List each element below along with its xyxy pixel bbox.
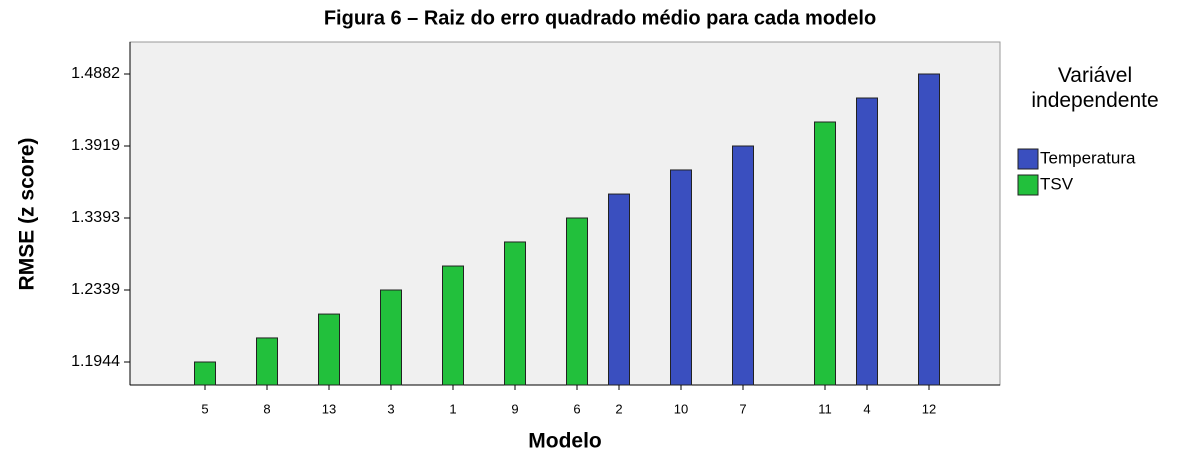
legend-title-line: independente <box>1031 89 1158 112</box>
plot-area <box>129 41 1001 386</box>
y-tick-label: 1.1944 <box>71 353 120 370</box>
legend-title: Variável independente <box>1031 64 1158 112</box>
y-tick-label: 1.3919 <box>71 137 120 154</box>
bar <box>814 121 836 386</box>
x-tick-label: 10 <box>674 401 688 416</box>
bar <box>194 361 216 386</box>
legend-swatch <box>1017 174 1039 196</box>
bar <box>380 289 402 386</box>
bar <box>442 265 464 386</box>
x-tick-label: 4 <box>863 401 870 416</box>
x-tick-label: 7 <box>739 401 746 416</box>
bar <box>318 313 340 386</box>
x-tick-label: 5 <box>201 401 208 416</box>
x-tick-label: 9 <box>511 401 518 416</box>
y-tick-label: 1.2339 <box>71 281 120 298</box>
y-axis-title: RMSE (z score) <box>16 138 39 291</box>
bar <box>566 217 588 386</box>
bar <box>918 73 940 386</box>
bar <box>608 193 630 386</box>
legend-title-line: Variável <box>1058 64 1132 87</box>
bar <box>856 97 878 386</box>
legend-swatch <box>1017 148 1039 170</box>
bar <box>732 145 754 386</box>
x-tick-label: 2 <box>615 401 622 416</box>
x-tick-label: 6 <box>573 401 580 416</box>
bar <box>670 169 692 386</box>
bar <box>256 337 278 386</box>
x-tick-label: 11 <box>818 401 832 416</box>
x-tick-label: 12 <box>922 401 936 416</box>
x-tick-label: 8 <box>263 401 270 416</box>
chart-title: Figura 6 – Raiz do erro quadrado médio p… <box>324 7 876 29</box>
x-tick-label: 1 <box>449 401 456 416</box>
legend-label: TSV <box>1040 174 1074 193</box>
y-tick-label: 1.4882 <box>71 65 120 82</box>
bar <box>504 241 526 386</box>
x-axis-title: Modelo <box>528 430 602 453</box>
x-tick-label: 13 <box>322 401 336 416</box>
x-tick-label: 3 <box>387 401 394 416</box>
legend-label: Temperatura <box>1040 148 1136 167</box>
y-tick-label: 1.3393 <box>71 209 120 226</box>
